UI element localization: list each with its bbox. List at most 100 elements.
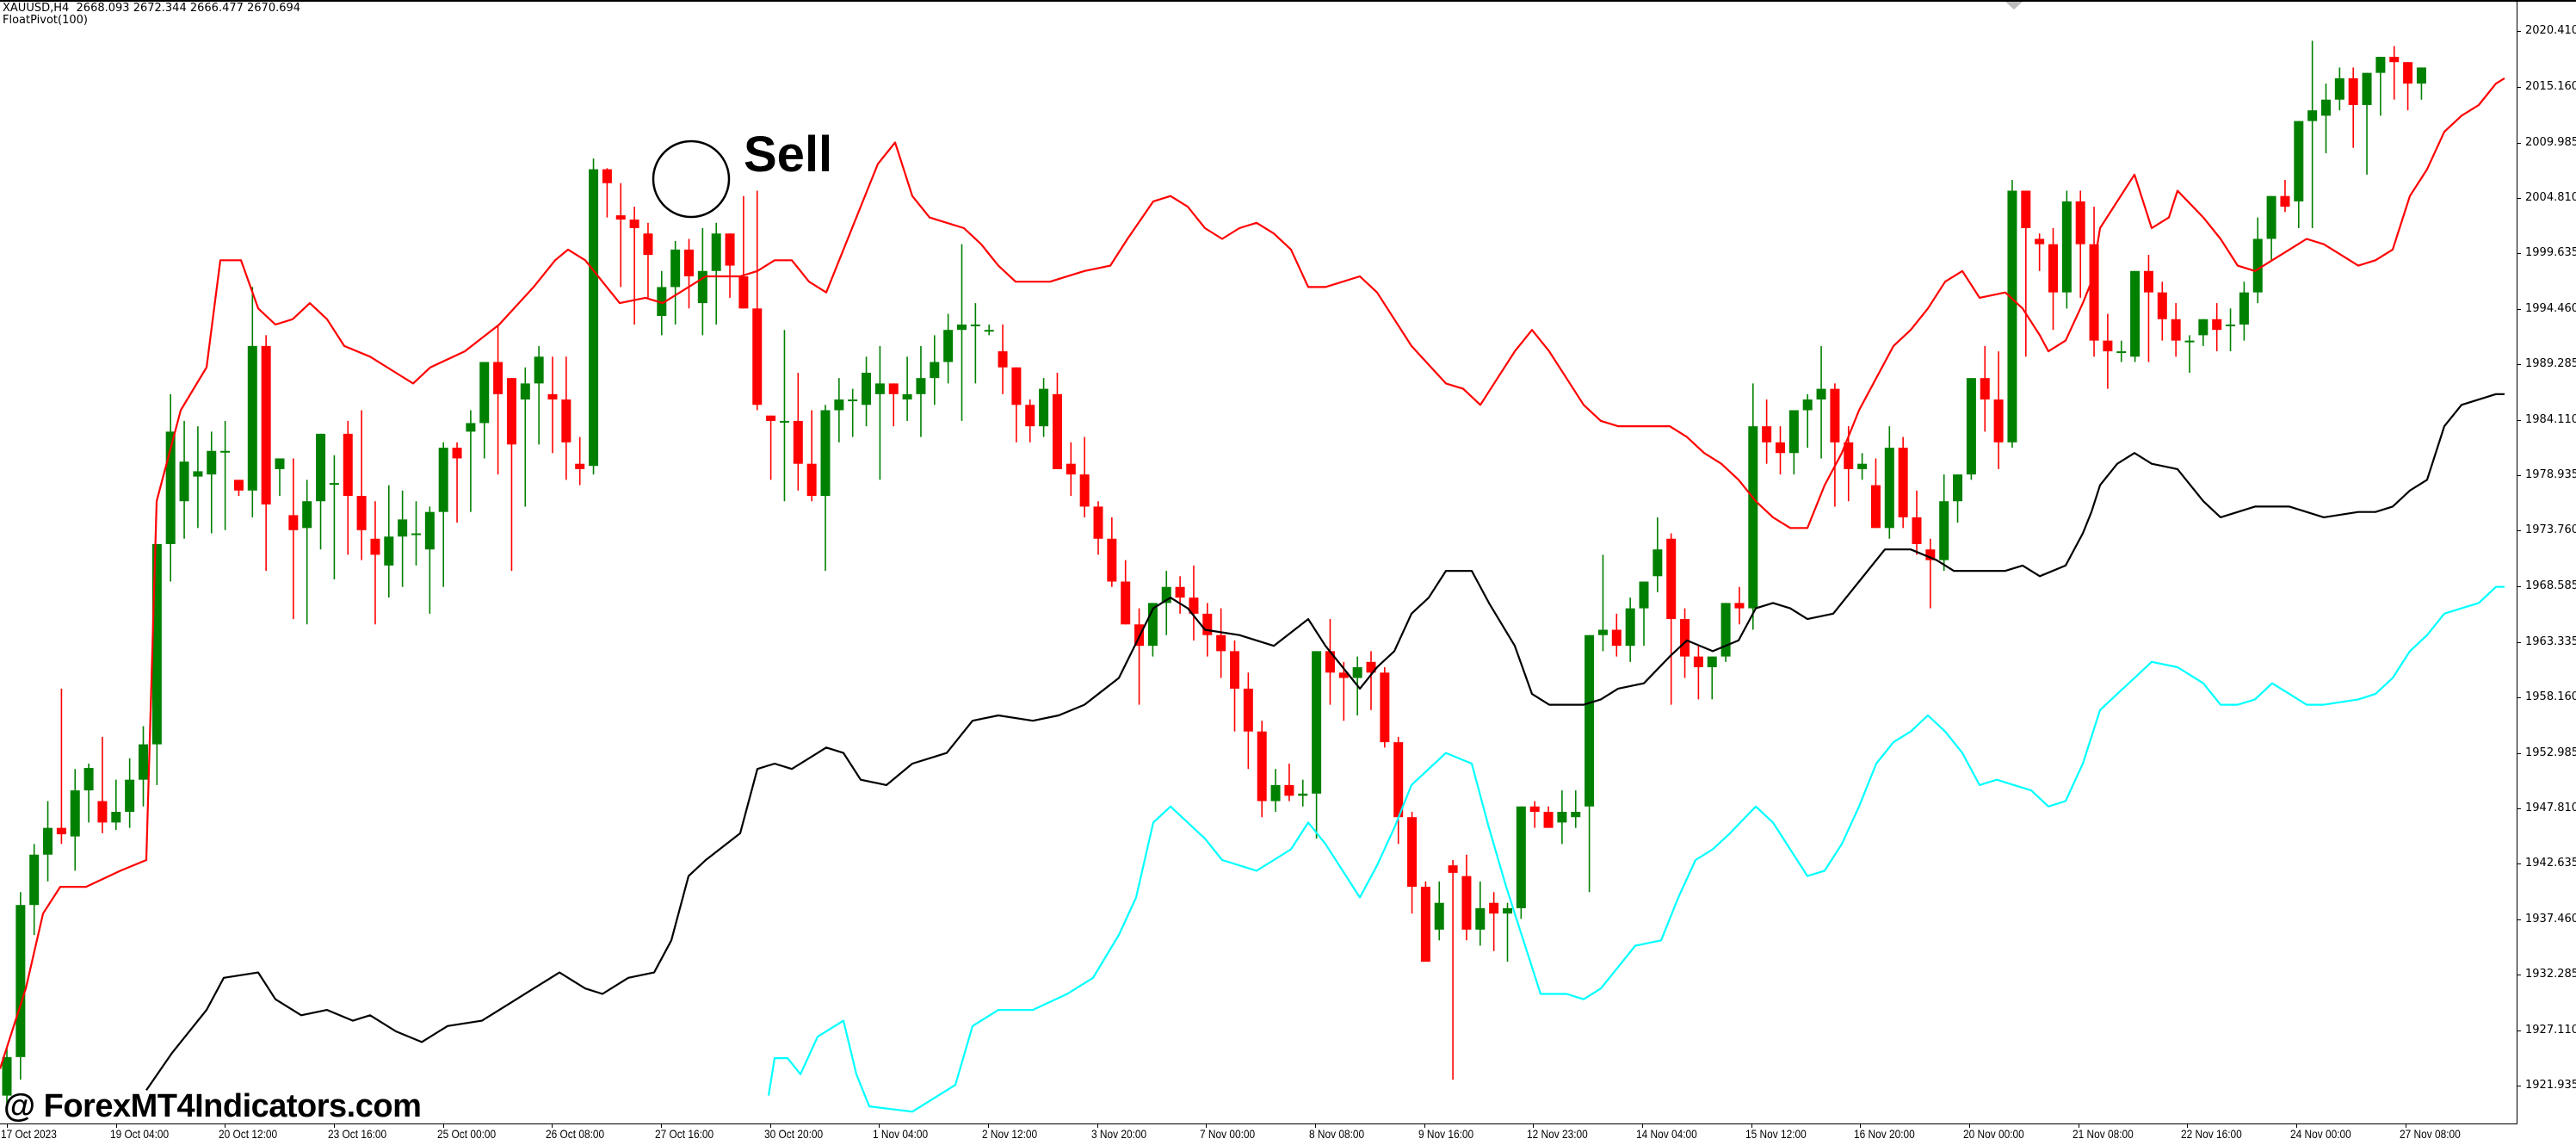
bull-candle <box>779 420 789 423</box>
price-label: 1989.285 <box>2525 357 2576 371</box>
bull-candle <box>2061 201 2072 293</box>
bull-candle <box>2116 351 2127 354</box>
bear-candle <box>725 233 735 266</box>
time-tick <box>116 1123 117 1128</box>
bear-candle <box>1011 367 1022 405</box>
time-label: 27 Oct 16:00 <box>655 1127 714 1141</box>
bear-candle <box>2035 238 2045 244</box>
bear-candle <box>452 448 462 459</box>
bear-candle <box>356 496 367 530</box>
bull-candle <box>1816 388 1826 400</box>
price-tick <box>2517 697 2521 699</box>
bull-candle <box>1571 811 1581 818</box>
bear-candle <box>1407 817 1418 888</box>
bull-candle <box>1161 586 1171 603</box>
bull-candle <box>2007 190 2017 443</box>
price-tick <box>2517 142 2521 144</box>
bear-candle <box>261 345 271 504</box>
bear-candle <box>1243 688 1253 732</box>
price-tick <box>2517 752 2521 754</box>
bull-candle <box>302 501 312 529</box>
bull-candle <box>151 543 162 745</box>
bear-candle <box>998 351 1008 368</box>
bull-candle <box>398 519 408 537</box>
price-label: 2015.160 <box>2525 80 2576 94</box>
price-tick <box>2517 919 2521 920</box>
bear-candle <box>1734 603 1745 609</box>
time-axis[interactable] <box>0 1123 2517 1124</box>
bear-candle <box>1325 651 1335 673</box>
bull-candle <box>970 324 980 326</box>
watermark: @ ForexMT4Indicators.com <box>3 1088 422 1124</box>
bull-candle <box>15 905 26 1057</box>
time-label: 19 Oct 04:00 <box>110 1127 170 1141</box>
time-tick <box>1206 1123 1207 1128</box>
bear-candle <box>684 249 694 276</box>
bear-candle <box>1762 426 1772 443</box>
bear-candle <box>1543 811 1554 828</box>
time-tick <box>552 1123 553 1128</box>
price-label: 1984.110 <box>2525 412 2576 426</box>
time-label: 7 Nov 00:00 <box>1200 1127 1256 1141</box>
bull-candle <box>1707 656 1717 668</box>
bull-candle <box>329 483 339 486</box>
bull-candle <box>424 511 435 550</box>
bull-candle <box>1557 811 1567 823</box>
time-tick <box>1533 1123 1534 1128</box>
bull-candle <box>2307 110 2318 121</box>
time-label: 25 Oct 00:00 <box>437 1127 497 1141</box>
bull-candle <box>1312 651 1322 794</box>
bull-candle <box>275 458 285 469</box>
bear-candle <box>1925 549 1936 560</box>
price-label: 1999.635 <box>2525 246 2576 260</box>
bull-candle <box>957 324 967 331</box>
bear-candle <box>97 801 108 823</box>
bull-candle <box>1884 448 1894 529</box>
time-tick <box>988 1123 989 1128</box>
bear-candle <box>2171 319 2181 341</box>
bull-candle <box>466 423 476 432</box>
bull-candle <box>2266 195 2276 239</box>
bear-candle <box>2021 190 2031 229</box>
price-tick <box>2517 474 2521 476</box>
bear-candle <box>1844 442 1854 469</box>
bear-candle <box>2048 244 2058 293</box>
time-tick <box>7 1123 8 1128</box>
bear-candle <box>506 378 516 445</box>
bear-candle <box>1830 388 1840 443</box>
bear-candle <box>1284 784 1294 796</box>
time-label: 20 Nov 00:00 <box>1963 1127 2024 1141</box>
bull-candle <box>139 744 148 780</box>
time-tick <box>443 1123 444 1128</box>
bear-candle <box>575 463 585 469</box>
bear-candle <box>1380 672 1390 743</box>
bull-candle <box>1857 463 1868 469</box>
bear-candle <box>1420 887 1430 962</box>
bear-candle <box>1980 378 1990 400</box>
bull-candle <box>1802 399 1813 411</box>
bear-candle <box>888 383 899 394</box>
bull-candle <box>984 330 994 332</box>
bull-candle <box>2334 77 2344 100</box>
bear-candle <box>615 215 626 220</box>
bull-candle <box>479 362 490 424</box>
bear-candle <box>1870 485 1881 529</box>
time-label: 22 Nov 16:00 <box>2181 1127 2242 1141</box>
chart-shift-marker-icon[interactable] <box>2005 2 2023 9</box>
bear-candle <box>1448 865 1458 873</box>
price-label: 1927.110 <box>2525 1023 2576 1037</box>
bull-candle <box>2252 238 2263 293</box>
bull-candle <box>589 169 599 467</box>
bull-candle <box>193 471 203 477</box>
time-label: 21 Nov 08:00 <box>2073 1127 2134 1141</box>
time-label: 12 Nov 23:00 <box>1527 1127 1588 1141</box>
bull-candle <box>862 372 872 405</box>
time-tick <box>1097 1123 1098 1128</box>
bear-candle <box>1776 442 1785 454</box>
price-label: 1968.585 <box>2525 579 2576 592</box>
time-tick <box>334 1123 335 1128</box>
bull-candle <box>207 450 217 475</box>
time-label: 15 Nov 12:00 <box>1745 1127 1807 1141</box>
time-label: 3 Nov 20:00 <box>1091 1127 1147 1141</box>
